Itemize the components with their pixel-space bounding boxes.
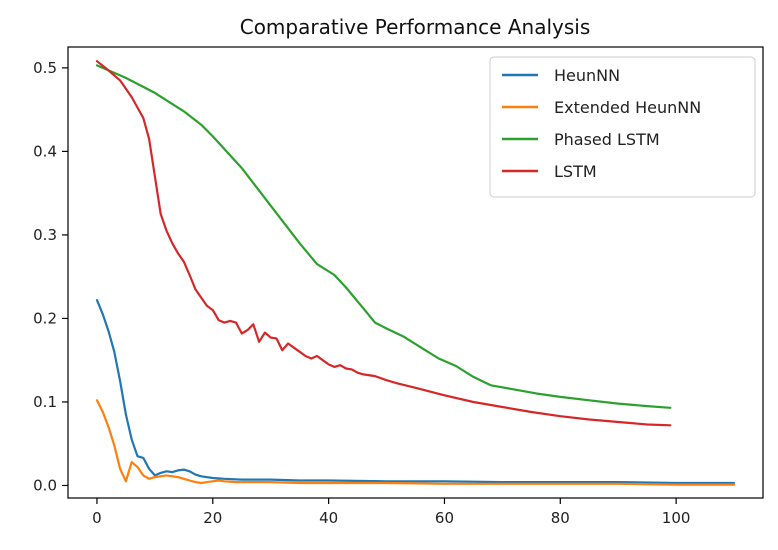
x-tick-label: 40 xyxy=(319,509,338,527)
legend-box xyxy=(489,56,756,198)
y-tick-label: 0.2 xyxy=(33,309,57,327)
series-line-phased-lstm xyxy=(95,64,672,409)
legend-label: Phased LSTM xyxy=(554,130,660,149)
y-tick-label: 0.4 xyxy=(33,142,57,160)
x-tick-label: 80 xyxy=(551,509,570,527)
x-tick-label: 100 xyxy=(662,509,691,527)
legend: HeunNN Extended HeunNN Phased LSTM LSTM xyxy=(489,56,756,198)
x-tick-label: 20 xyxy=(203,509,222,527)
y-tick-label: 0.5 xyxy=(33,59,57,77)
legend-label: Extended HeunNN xyxy=(554,98,701,117)
x-tick-label: 60 xyxy=(435,509,454,527)
axes: 0 20 40 60 80 100 0.0 0.1 0.2 0.3 0.4 0.5 xyxy=(33,46,764,527)
series-line-heunnn xyxy=(95,299,736,485)
y-tick-label: 0.0 xyxy=(33,476,57,494)
legend-label: LSTM xyxy=(554,162,597,181)
series-line-extended-heunnn xyxy=(95,399,736,486)
chart-title: Comparative Performance Analysis xyxy=(240,15,591,39)
legend-label: HeunNN xyxy=(554,66,620,85)
y-tick-label: 0.3 xyxy=(33,226,57,244)
series-line-lstm xyxy=(95,60,672,427)
series-layer xyxy=(95,60,736,486)
y-tick-label: 0.1 xyxy=(33,393,57,411)
x-tick-label: 0 xyxy=(92,509,102,527)
plot-frame xyxy=(67,46,764,499)
